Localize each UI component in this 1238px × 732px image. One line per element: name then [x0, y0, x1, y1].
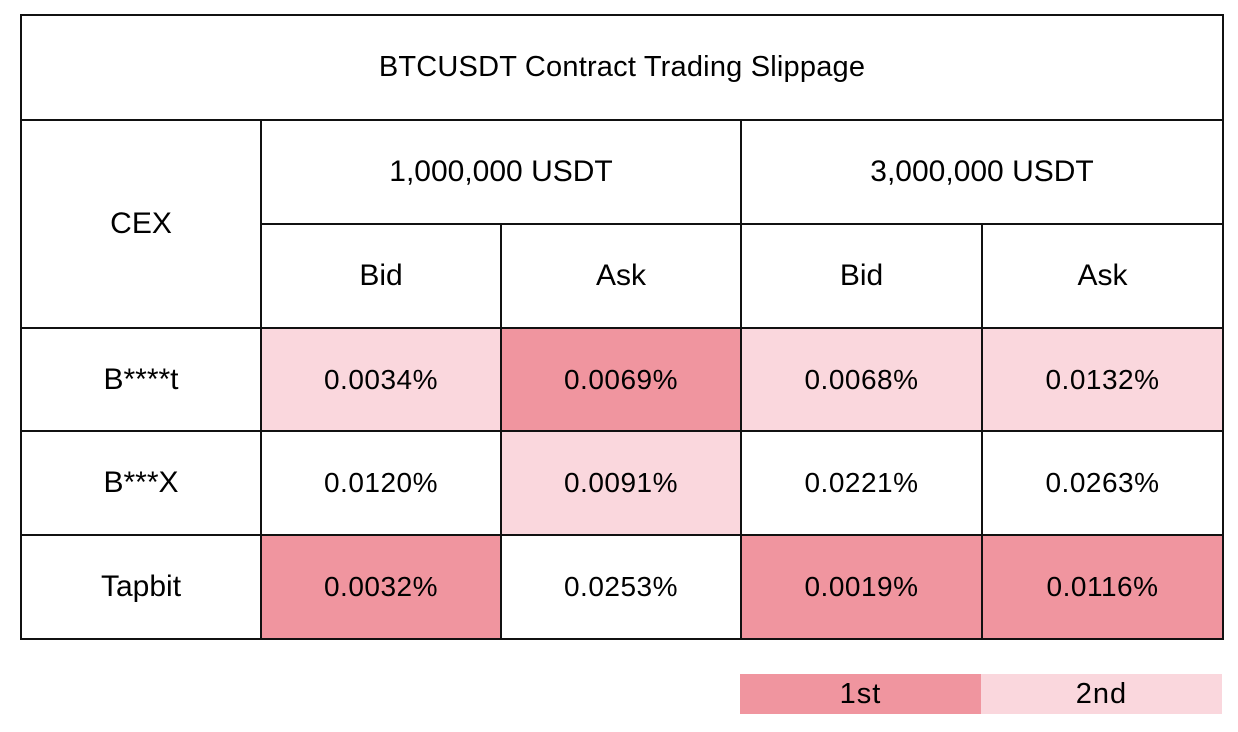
- slippage-cell: 0.0263%: [980, 430, 1225, 536]
- row-exchange-name: B****t: [20, 327, 262, 432]
- rank-legend: 1st 2nd: [740, 674, 1222, 714]
- slippage-cell: 0.0091%: [500, 430, 742, 536]
- group-header-1m: 1,000,000 USDT: [260, 119, 742, 225]
- slippage-cell: 0.0253%: [500, 534, 742, 640]
- group-header-row: CEX 1,000,000 USDT 3,000,000 USDT: [20, 119, 1225, 329]
- group-header-3m: 3,000,000 USDT: [739, 119, 1225, 225]
- side-header-row: Bid Ask Bid Ask: [21, 223, 1225, 329]
- cex-header: CEX: [20, 119, 262, 329]
- slippage-cell: 0.0019%: [740, 534, 983, 640]
- row-exchange-name: B***X: [20, 430, 262, 536]
- table-title: BTCUSDT Contract Trading Slippage: [19, 14, 1225, 121]
- legend-first: 1st: [740, 674, 981, 714]
- table-row: B***X 0.0120% 0.0091% 0.0221% 0.0263%: [20, 430, 1225, 536]
- slippage-cell: 0.0132%: [980, 327, 1225, 432]
- row-exchange-name: Tapbit: [20, 534, 262, 640]
- slippage-cell: 0.0034%: [260, 327, 502, 432]
- ask-header-1m: Ask: [500, 223, 742, 329]
- slippage-cell: 0.0116%: [980, 534, 1225, 640]
- legend-second: 2nd: [981, 674, 1222, 714]
- table-row: Tapbit 0.0032% 0.0253% 0.0019% 0.0116%: [20, 534, 1225, 640]
- title-row: BTCUSDT Contract Trading Slippage: [19, 14, 1225, 121]
- bid-header-3m: Bid: [740, 223, 983, 329]
- ask-header-3m: Ask: [980, 223, 1225, 329]
- slippage-cell: 0.0221%: [740, 430, 983, 536]
- bid-header-1m: Bid: [260, 223, 502, 329]
- table-row: B****t 0.0034% 0.0069% 0.0068% 0.0132%: [20, 327, 1225, 432]
- slippage-cell: 0.0120%: [260, 430, 502, 536]
- slippage-cell: 0.0032%: [260, 534, 502, 640]
- slippage-table: BTCUSDT Contract Trading Slippage CEX 1,…: [19, 14, 1225, 640]
- slippage-cell: 0.0069%: [500, 327, 742, 432]
- slippage-cell: 0.0068%: [740, 327, 983, 432]
